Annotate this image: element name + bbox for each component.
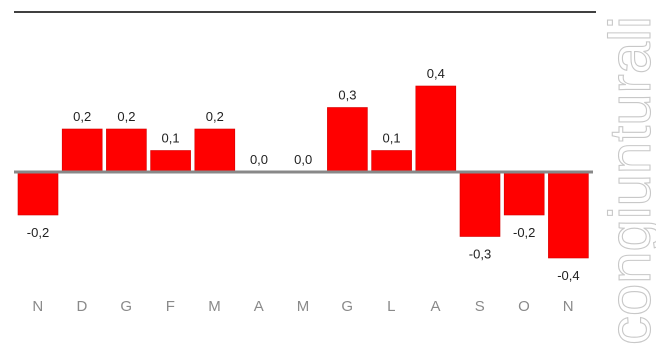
x-tick-label-7: G — [341, 298, 353, 315]
x-tick-label-1: D — [77, 298, 88, 315]
bar-label-5: 0,0 — [250, 152, 268, 167]
bar-label-3: 0,1 — [162, 131, 180, 146]
bar-3 — [150, 150, 191, 173]
bar-label-1: 0,2 — [73, 109, 91, 124]
bar-4 — [194, 128, 236, 173]
x-tick-label-6: M — [297, 298, 310, 315]
x-tick-label-4: M — [208, 298, 221, 315]
bar-11 — [503, 171, 545, 216]
bar-0 — [17, 171, 59, 216]
x-tick-label-9: A — [431, 298, 442, 315]
bar-label-0: -0,2 — [27, 225, 49, 240]
bar-labels-group: -0,2 0,2 0,2 0,1 0,2 0,0 0,0 0,3 0,1 0,4 -0,3 -0,2 -… — [27, 66, 580, 283]
bar-12 — [548, 171, 589, 259]
x-tick-label-3: F — [166, 298, 176, 315]
bar-10 — [459, 171, 501, 237]
x-tick-label-11: O — [518, 298, 530, 315]
bars-group — [17, 85, 589, 259]
bar-label-12: -0,4 — [557, 268, 579, 283]
x-tick-label-2: G — [120, 298, 132, 315]
x-tick-label-5: A — [254, 298, 265, 315]
bar-label-9: 0,4 — [427, 66, 445, 81]
bar-1 — [61, 128, 103, 173]
bar-label-7: 0,3 — [338, 88, 356, 103]
bar-label-2: 0,2 — [117, 109, 135, 124]
x-tick-label-8: L — [387, 298, 396, 315]
bar-9 — [415, 85, 457, 173]
side-vertical-text: congiunturali — [598, 16, 656, 345]
bar-label-6: 0,0 — [294, 152, 312, 167]
bar-2 — [106, 128, 147, 173]
bar-7 — [327, 107, 368, 173]
bar-label-8: 0,1 — [383, 131, 401, 146]
x-tick-label-10: S — [475, 298, 486, 315]
bar-8 — [371, 150, 412, 173]
bar-label-11: -0,2 — [513, 225, 535, 240]
bar-label-4: 0,2 — [206, 109, 224, 124]
x-tick-label-12: N — [563, 298, 574, 315]
bar-label-10: -0,3 — [469, 247, 491, 262]
x-tick-label-0: N — [32, 298, 43, 315]
